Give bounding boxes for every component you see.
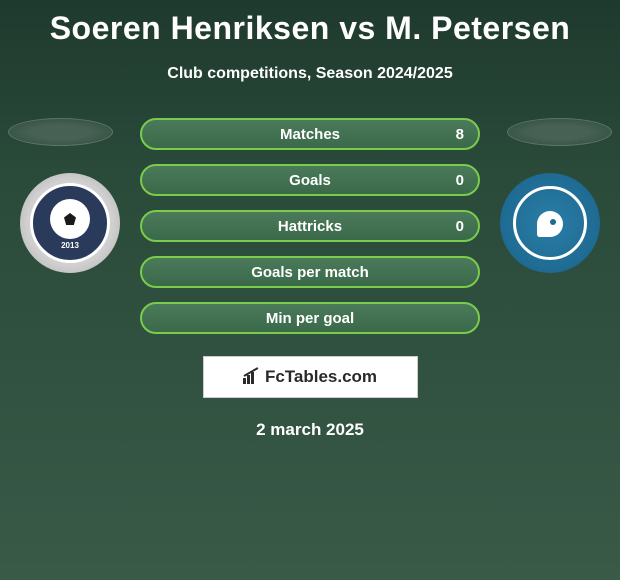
stat-label: Min per goal [266,310,354,327]
stats-list: Matches 8 Goals 0 Hattricks 0 Goals per … [140,118,480,334]
subtitle: Club competitions, Season 2024/2025 [0,65,620,83]
brand-box: FcTables.com [203,356,418,398]
stat-row-min-per-goal: Min per goal [140,302,480,334]
stat-value: 8 [456,126,464,143]
stat-row-goals-per-match: Goals per match [140,256,480,288]
comparison-content: 2013 Matches 8 Goals 0 Hattricks 0 Goals… [0,118,620,440]
stat-label: Hattricks [278,218,342,235]
soccer-ball-icon [50,199,90,239]
chart-icon [243,370,261,384]
left-club-badge: 2013 [20,173,120,273]
stat-row-hattricks: Hattricks 0 [140,210,480,242]
stat-label: Goals per match [251,264,369,281]
stat-row-matches: Matches 8 [140,118,480,150]
date-label: 2 march 2025 [0,420,620,440]
left-player-ellipse [8,118,113,146]
badge-year: 2013 [61,241,79,250]
stat-value: 0 [456,172,464,189]
right-club-badge [500,173,600,273]
stat-label: Matches [280,126,340,143]
right-player-ellipse [507,118,612,146]
stat-row-goals: Goals 0 [140,164,480,196]
stat-value: 0 [456,218,464,235]
page-title: Soeren Henriksen vs M. Petersen [0,0,620,47]
brand-text: FcTables.com [265,367,377,387]
stat-label: Goals [289,172,331,189]
bird-icon [530,203,570,243]
